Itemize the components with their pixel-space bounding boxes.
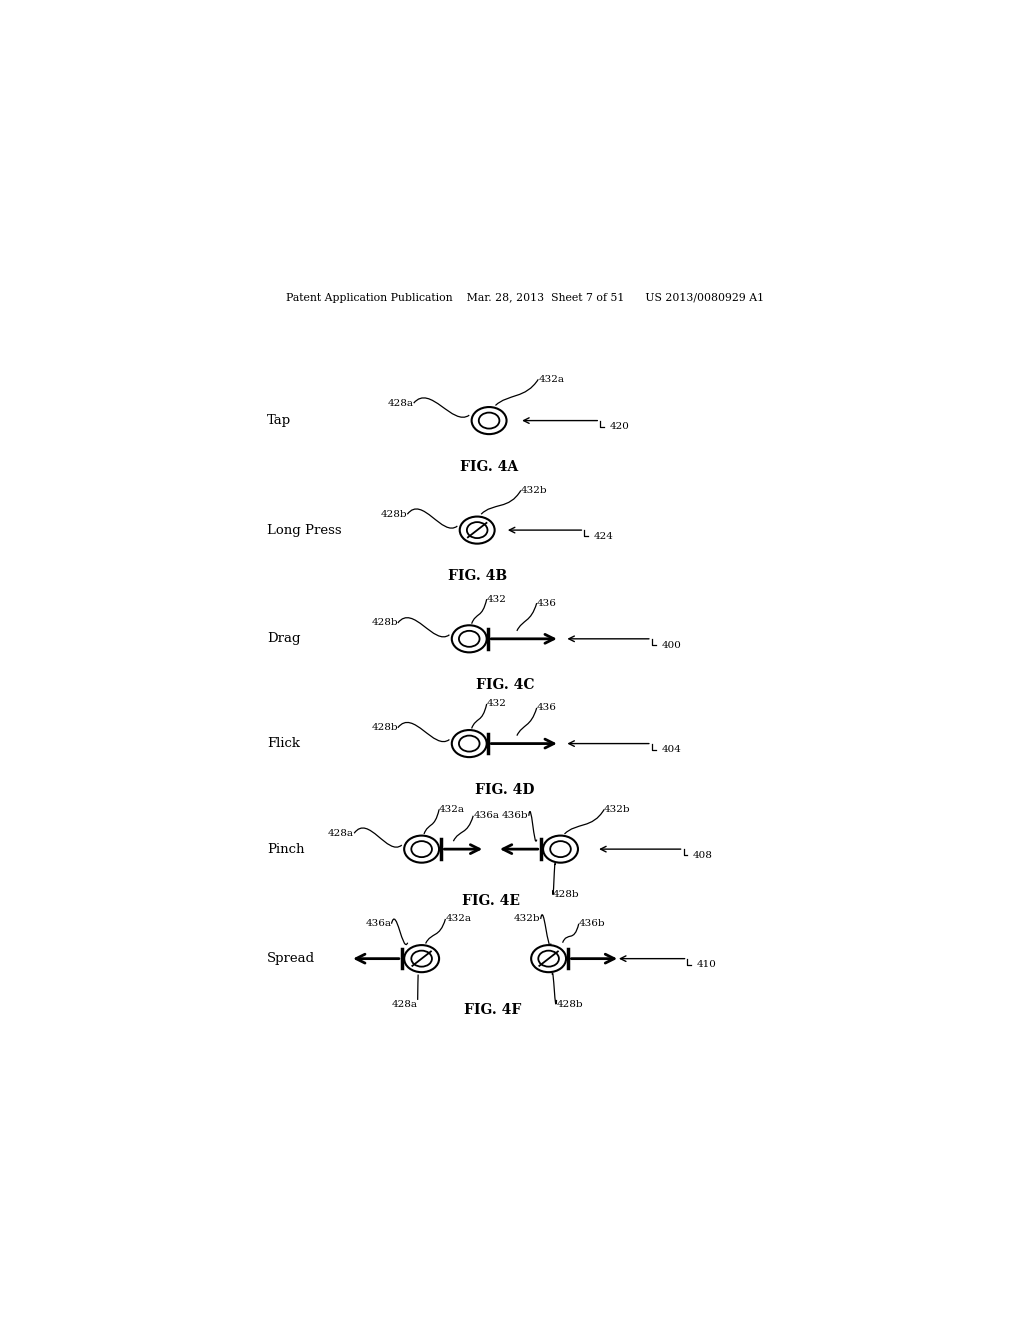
Text: 432a: 432a: [445, 915, 471, 924]
Text: 428a: 428a: [328, 829, 354, 838]
Text: Long Press: Long Press: [267, 524, 342, 537]
Ellipse shape: [459, 735, 479, 751]
Text: 432: 432: [486, 594, 507, 603]
Text: 428a: 428a: [388, 399, 414, 408]
Text: 424: 424: [594, 532, 613, 541]
Text: 432b: 432b: [521, 486, 548, 495]
Text: 436b: 436b: [579, 919, 605, 928]
Ellipse shape: [412, 841, 432, 857]
Text: 432a: 432a: [439, 805, 465, 814]
Text: 428b: 428b: [381, 510, 408, 519]
Ellipse shape: [539, 950, 559, 966]
Text: Spread: Spread: [267, 952, 315, 965]
Text: 436a: 436a: [473, 812, 500, 820]
Ellipse shape: [404, 836, 439, 863]
Text: 428b: 428b: [553, 891, 580, 899]
Ellipse shape: [452, 730, 486, 758]
Text: 432b: 432b: [514, 915, 541, 924]
Ellipse shape: [459, 631, 479, 647]
Ellipse shape: [412, 950, 432, 966]
Ellipse shape: [472, 407, 507, 434]
Ellipse shape: [550, 841, 570, 857]
Ellipse shape: [460, 516, 495, 544]
Text: FIG. 4A: FIG. 4A: [460, 459, 518, 474]
Text: 428b: 428b: [371, 619, 397, 627]
Text: 432a: 432a: [539, 375, 564, 384]
Text: 436b: 436b: [502, 812, 528, 820]
Text: 432: 432: [486, 700, 507, 709]
Text: 410: 410: [697, 961, 717, 969]
Text: 436: 436: [537, 704, 557, 713]
Text: 420: 420: [609, 422, 630, 432]
Text: 404: 404: [662, 746, 681, 755]
Text: FIG. 4E: FIG. 4E: [462, 894, 520, 908]
Ellipse shape: [531, 945, 566, 973]
Text: FIG. 4C: FIG. 4C: [476, 678, 535, 692]
Text: 428b: 428b: [557, 1001, 584, 1008]
Text: 428a: 428a: [391, 1001, 418, 1008]
Text: FIG. 4D: FIG. 4D: [475, 783, 535, 796]
Text: Pinch: Pinch: [267, 842, 304, 855]
Text: 436: 436: [537, 598, 557, 607]
Ellipse shape: [543, 836, 578, 863]
Text: 432b: 432b: [604, 805, 631, 814]
Ellipse shape: [467, 523, 487, 539]
Text: 428b: 428b: [371, 723, 397, 733]
Text: Flick: Flick: [267, 737, 300, 750]
Ellipse shape: [452, 626, 486, 652]
Text: 436a: 436a: [366, 919, 391, 928]
Text: FIG. 4F: FIG. 4F: [465, 1003, 521, 1018]
Text: FIG. 4B: FIG. 4B: [447, 569, 507, 583]
Text: Drag: Drag: [267, 632, 300, 645]
Text: Tap: Tap: [267, 414, 291, 428]
Ellipse shape: [479, 413, 500, 429]
Text: 408: 408: [693, 851, 713, 859]
Ellipse shape: [404, 945, 439, 973]
Text: Patent Application Publication    Mar. 28, 2013  Sheet 7 of 51      US 2013/0080: Patent Application Publication Mar. 28, …: [286, 293, 764, 304]
Text: 400: 400: [662, 640, 681, 649]
